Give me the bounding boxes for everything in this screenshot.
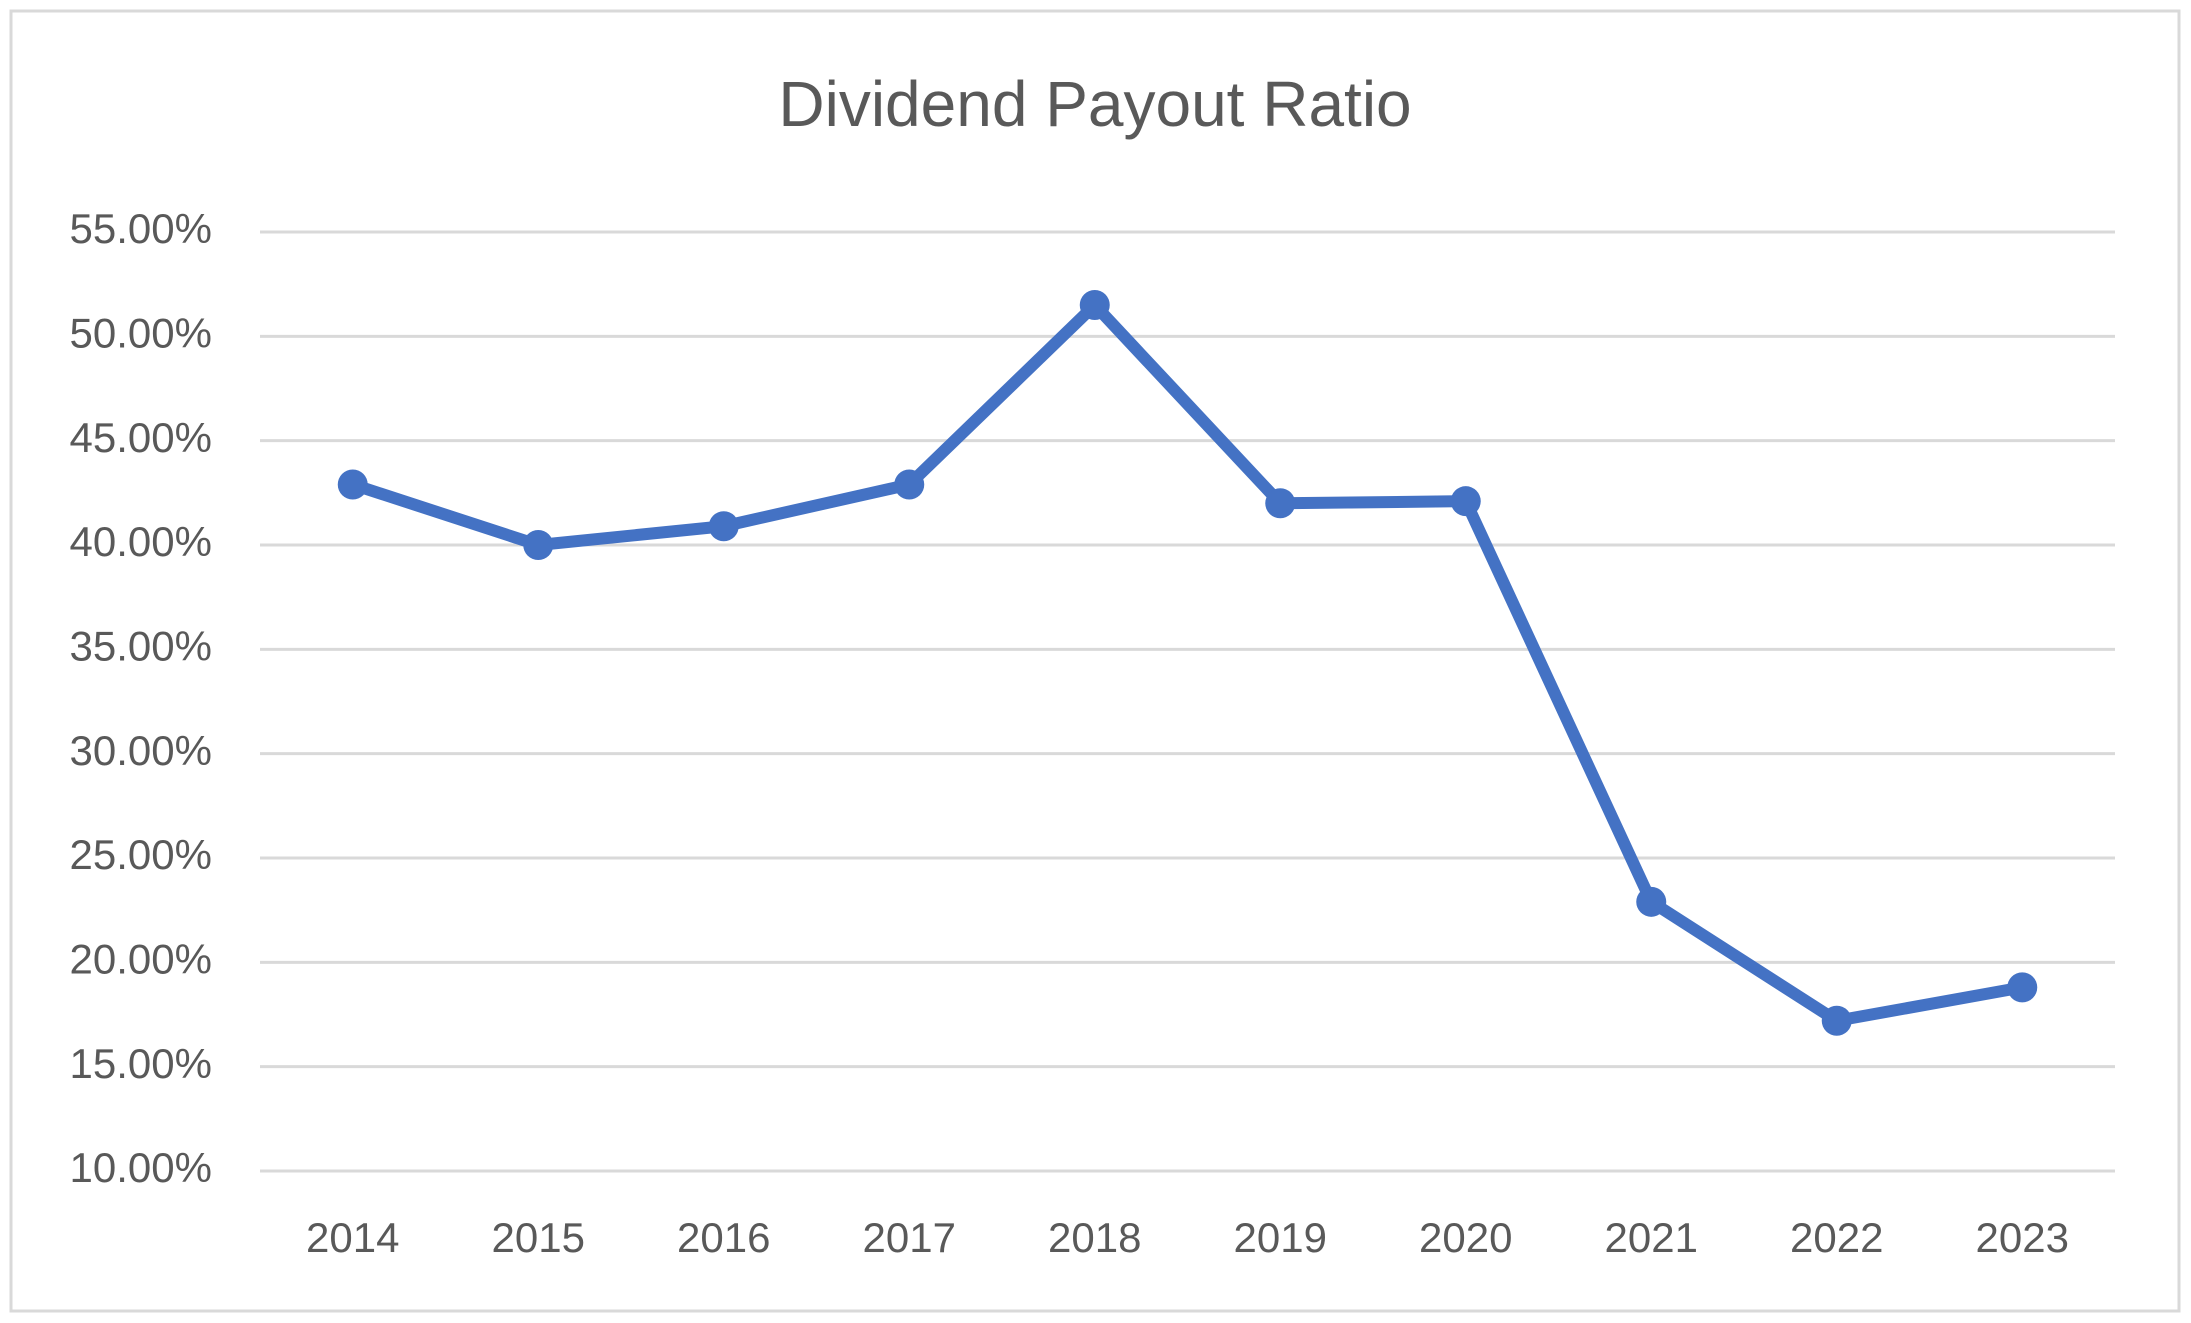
x-tick-label: 2016 [677,1214,770,1261]
y-tick-label: 30.00% [70,727,212,774]
data-point [337,469,368,500]
y-tick-label: 20.00% [70,935,212,982]
data-point [1636,886,1667,917]
x-tick-label: 2023 [1976,1214,2069,1261]
data-point [2007,972,2038,1003]
data-point [523,530,554,560]
x-tick-label: 2019 [1234,1214,1327,1261]
data-point [1450,486,1481,517]
y-tick-label: 15.00% [70,1040,212,1087]
y-tick-label: 10.00% [70,1144,212,1191]
data-point [1821,1005,1852,1036]
x-tick-label: 2020 [1419,1214,1512,1261]
data-point [708,511,739,542]
x-tick-label: 2021 [1605,1214,1698,1261]
y-tick-label: 45.00% [70,414,212,461]
data-point [894,469,925,500]
x-tick-label: 2018 [1048,1214,1141,1261]
data-point [1079,290,1110,321]
y-tick-label: 25.00% [70,831,212,878]
x-tick-label: 2015 [492,1214,585,1261]
data-point [1265,488,1296,519]
x-tick-label: 2014 [306,1214,399,1261]
y-tick-label: 50.00% [70,309,212,356]
data-line [350,299,2024,1027]
chart-border [9,9,2181,1313]
y-tick-label: 55.00% [70,205,212,252]
y-tick-label: 35.00% [70,622,212,669]
chart-title: Dividend Payout Ratio [778,68,1411,140]
x-tick-label: 2017 [863,1214,956,1261]
y-tick-label: 40.00% [70,518,212,565]
x-tick-label: 2022 [1790,1214,1883,1261]
